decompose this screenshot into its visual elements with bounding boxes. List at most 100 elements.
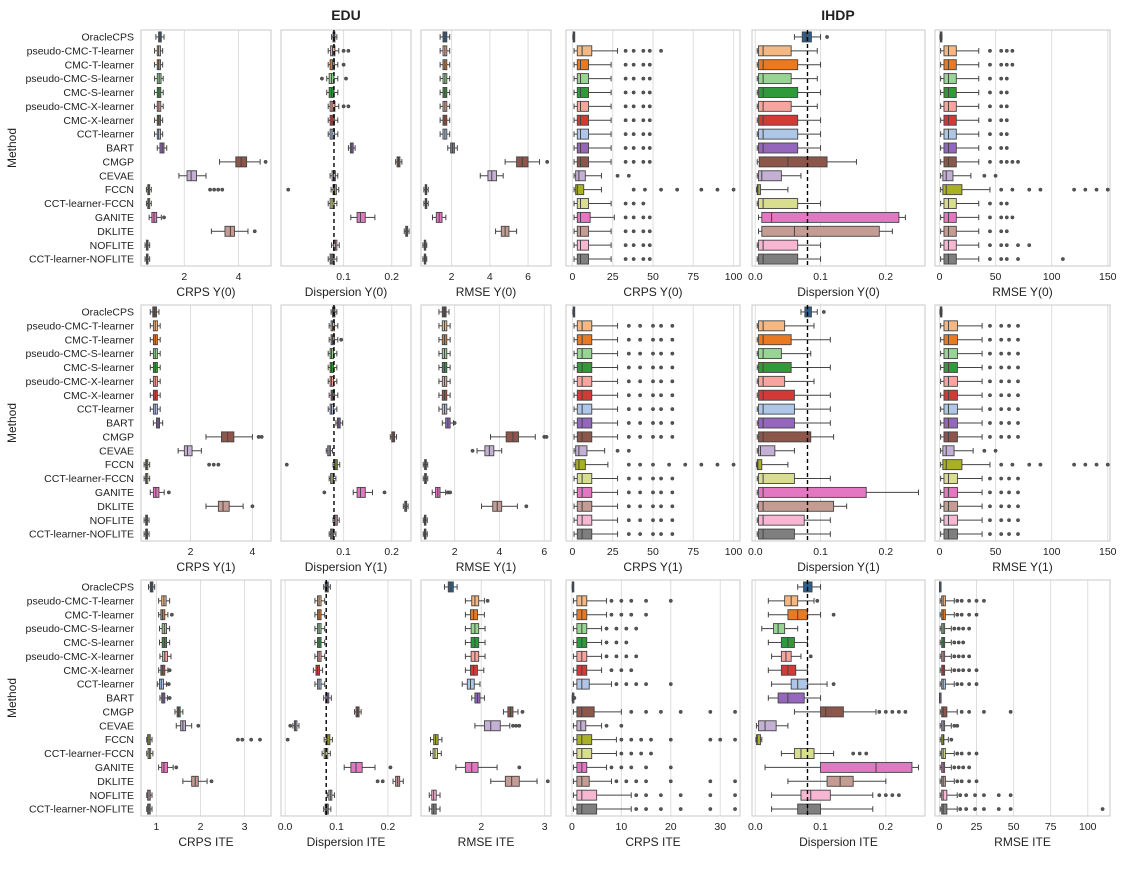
- x-tick-label: 1: [154, 821, 160, 833]
- outlier-point: [263, 159, 268, 164]
- x-tick-label: 100: [1043, 271, 1061, 283]
- outlier-point: [647, 118, 652, 123]
- box-cct-learner: [758, 403, 795, 415]
- method-label-ganite: GANITE: [95, 212, 134, 224]
- outlier-point: [614, 779, 619, 784]
- outlier-point: [634, 626, 639, 631]
- method-label-pseudo-cmc-t-learner: pseudo-CMC-T-learner: [27, 595, 135, 607]
- outlier-point: [659, 532, 663, 536]
- method-label-bart: BART: [106, 143, 134, 155]
- outlier-point: [988, 365, 992, 370]
- panel-frame-edu-crps-y-0: [140, 29, 272, 267]
- outlier-point: [670, 323, 675, 328]
- outlier-point: [341, 62, 346, 67]
- outlier-point: [623, 76, 628, 81]
- box-cevae: [758, 720, 777, 732]
- outlier-point: [864, 751, 869, 756]
- outlier-point: [815, 598, 820, 603]
- outlier-point: [733, 807, 737, 811]
- box-cct-learner-fccn: [576, 473, 593, 484]
- outlier-point: [668, 598, 673, 603]
- outlier-point: [470, 448, 475, 453]
- outlier-point: [1004, 215, 1009, 220]
- outlier-point: [1007, 407, 1011, 412]
- outlier-point: [651, 504, 655, 509]
- outlier-point: [1072, 187, 1077, 192]
- outlier-point: [967, 612, 972, 617]
- outlier-point: [1038, 187, 1043, 192]
- x-tick-label: 0.2: [879, 546, 894, 558]
- outlier-point: [651, 462, 655, 467]
- outlier-point: [999, 76, 1004, 81]
- x-tick-label: 50: [647, 546, 659, 558]
- x-tick-label: 75: [687, 271, 699, 283]
- method-label-cmgp: CMGP: [103, 706, 135, 718]
- outlier-point: [967, 682, 972, 687]
- box-cevae: [575, 170, 586, 182]
- outlier-point: [647, 132, 652, 137]
- outlier-point: [545, 779, 550, 784]
- method-label-pseudo-cmc-t-learner: pseudo-CMC-T-learner: [27, 320, 135, 332]
- outlier-point: [240, 737, 245, 742]
- outlier-point: [988, 323, 992, 328]
- outlier-point: [619, 612, 624, 617]
- box-dklite: [761, 225, 880, 237]
- outlier-point: [675, 187, 680, 192]
- outlier-point: [380, 779, 385, 784]
- outlier-point: [731, 462, 736, 467]
- x-tick-label: 0.0: [278, 821, 293, 833]
- outlier-point: [668, 765, 673, 770]
- outlier-point: [699, 462, 704, 467]
- outlier-point: [609, 598, 614, 603]
- outlier-point: [1016, 421, 1020, 425]
- outlier-point: [956, 626, 961, 631]
- outlier-point: [1038, 462, 1043, 467]
- x-tick-label: 50: [990, 271, 1002, 283]
- outlier-point: [955, 682, 960, 687]
- outlier-point: [1004, 132, 1009, 137]
- x-axis-title-ihdp-dispersion-y-0: Dispersion Y(0): [797, 285, 879, 299]
- box-pseudo-cmc-t-learner: [943, 45, 957, 57]
- box-pseudo-cmc-t-learner: [758, 320, 786, 332]
- outlier-point: [955, 751, 960, 756]
- outlier-point: [1007, 379, 1011, 384]
- method-label-cct-learner-noflite: CCT-learner-NOFLITE: [29, 254, 134, 266]
- x-tick-label: 100: [1079, 821, 1097, 833]
- x-tick-label: 25: [971, 821, 983, 833]
- outlier-point: [1004, 257, 1009, 261]
- x-tick-label: 0.0: [748, 546, 763, 558]
- box-cmc-x-learner: [943, 389, 958, 401]
- outlier-point: [952, 626, 957, 631]
- x-tick-label: 2: [198, 821, 204, 833]
- x-tick-label: 0.1: [813, 546, 828, 558]
- outlier-point: [220, 187, 225, 192]
- box-cmc-t-learner: [943, 334, 958, 346]
- outlier-point: [649, 737, 653, 742]
- outlier-point: [196, 723, 201, 728]
- outlier-point: [643, 187, 647, 192]
- outlier-point: [952, 668, 957, 673]
- method-label-cmc-x-learner: CMC-X-learner: [63, 115, 134, 127]
- outlier-point: [641, 90, 646, 95]
- outlier-point: [959, 709, 964, 714]
- outlier-point: [647, 243, 652, 248]
- outlier-point: [346, 104, 351, 109]
- outlier-point: [678, 793, 683, 798]
- outlier-point: [967, 598, 972, 603]
- box-cmc-s-learner: [943, 87, 957, 98]
- outlier-point: [670, 518, 675, 523]
- outlier-point: [211, 462, 216, 467]
- outlier-point: [999, 393, 1004, 398]
- outlier-point: [999, 48, 1004, 53]
- x-tick-label: 4: [487, 271, 493, 283]
- box-pseudo-cmc-t-learner: [576, 320, 593, 332]
- outlier-point: [670, 434, 675, 439]
- outlier-point: [320, 76, 324, 81]
- outlier-point: [623, 257, 628, 261]
- method-label-fccn: FCCN: [105, 459, 134, 471]
- outlier-point: [167, 668, 172, 673]
- outlier-point: [996, 807, 1001, 811]
- outlier-point: [638, 351, 643, 356]
- outlier-point: [667, 462, 672, 467]
